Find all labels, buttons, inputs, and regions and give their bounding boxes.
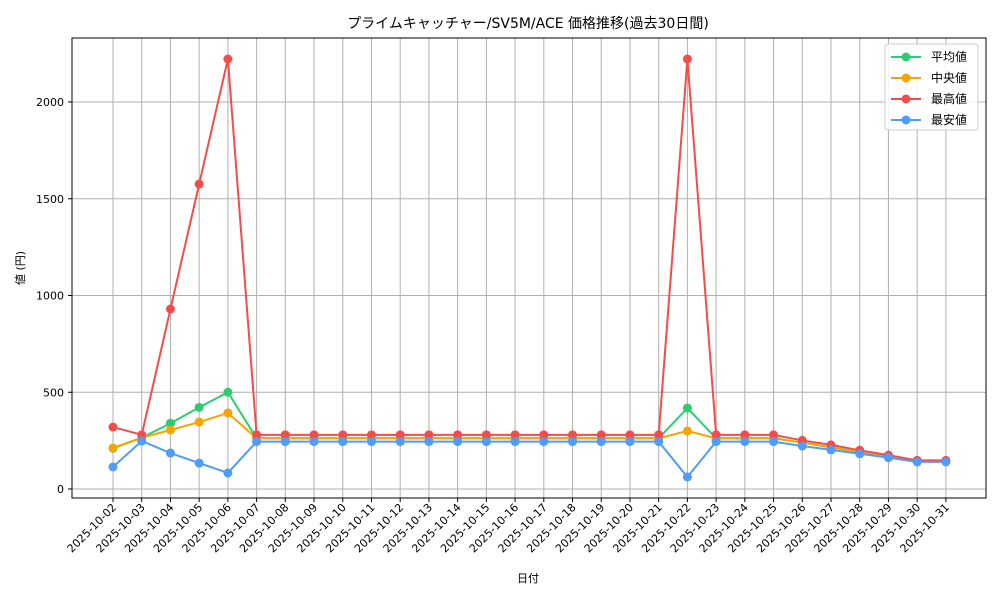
y-tick-label: 0 bbox=[57, 483, 64, 496]
data-point bbox=[510, 430, 520, 440]
data-point bbox=[366, 437, 376, 447]
data-point bbox=[711, 430, 721, 440]
data-point bbox=[252, 437, 262, 447]
data-point bbox=[280, 437, 290, 447]
data-point bbox=[740, 437, 750, 447]
data-point bbox=[252, 430, 262, 440]
y-axis-label: 値 (円) bbox=[14, 251, 27, 285]
data-point bbox=[797, 441, 807, 451]
data-point bbox=[338, 437, 348, 447]
data-point bbox=[855, 449, 865, 459]
legend-marker bbox=[901, 115, 911, 125]
series-line bbox=[112, 411, 946, 463]
data-point bbox=[137, 430, 147, 440]
data-point bbox=[453, 437, 463, 447]
x-axis-label: 日付 bbox=[517, 572, 539, 585]
chart-title: プライムキャッチャー/SV5M/ACE 価格推移(過去30日間) bbox=[347, 16, 709, 32]
data-point bbox=[625, 430, 635, 440]
data-point bbox=[682, 403, 692, 413]
series-line bbox=[112, 58, 946, 462]
data-point bbox=[625, 437, 635, 447]
data-point bbox=[740, 430, 750, 440]
data-point bbox=[194, 179, 204, 189]
data-point bbox=[194, 458, 204, 468]
series-3 bbox=[108, 436, 951, 482]
y-axis-ticks: 0 500 1000 1500 2000 bbox=[36, 96, 72, 496]
data-point bbox=[165, 418, 175, 428]
data-point bbox=[682, 54, 692, 64]
legend-label: 平均値 bbox=[931, 49, 967, 64]
series-line bbox=[112, 390, 946, 463]
data-point bbox=[165, 425, 175, 435]
data-point bbox=[769, 430, 779, 440]
series-line bbox=[112, 439, 946, 479]
legend-label: 最高値 bbox=[931, 91, 967, 106]
data-point bbox=[568, 430, 578, 440]
data-point bbox=[395, 437, 405, 447]
data-point bbox=[453, 430, 463, 440]
data-point bbox=[108, 462, 118, 472]
data-point bbox=[366, 430, 376, 440]
data-point bbox=[165, 304, 175, 314]
data-point bbox=[539, 430, 549, 440]
data-point bbox=[568, 437, 578, 447]
data-point bbox=[510, 437, 520, 447]
data-point bbox=[338, 430, 348, 440]
data-point bbox=[309, 437, 319, 447]
data-point bbox=[912, 457, 922, 467]
data-point bbox=[194, 402, 204, 412]
y-tick-label: 500 bbox=[43, 386, 64, 399]
legend-label: 中央値 bbox=[931, 70, 967, 85]
series-0 bbox=[108, 387, 951, 466]
y-tick-label: 2000 bbox=[36, 96, 64, 109]
data-point bbox=[223, 468, 233, 478]
legend-marker bbox=[901, 52, 911, 62]
data-point bbox=[223, 54, 233, 64]
legend-label: 最安値 bbox=[931, 112, 967, 127]
data-point bbox=[137, 436, 147, 446]
data-point bbox=[883, 453, 893, 463]
data-point bbox=[682, 426, 692, 436]
data-point bbox=[395, 430, 405, 440]
data-point bbox=[941, 457, 951, 467]
grid-lines bbox=[72, 38, 986, 498]
data-point bbox=[481, 437, 491, 447]
data-point bbox=[539, 437, 549, 447]
data-point bbox=[596, 437, 606, 447]
data-point bbox=[826, 445, 836, 455]
x-axis-ticks: 2025-10-022025-10-032025-10-042025-10-05… bbox=[65, 498, 952, 555]
y-tick-label: 1500 bbox=[36, 193, 64, 206]
legend-box bbox=[884, 43, 979, 131]
data-point bbox=[223, 408, 233, 418]
legend-marker bbox=[901, 94, 911, 104]
data-point bbox=[280, 430, 290, 440]
data-point bbox=[108, 443, 118, 453]
legend-marker bbox=[901, 73, 911, 83]
data-series bbox=[108, 54, 951, 482]
series-1 bbox=[108, 408, 951, 466]
data-point bbox=[309, 430, 319, 440]
data-point bbox=[481, 430, 491, 440]
data-point bbox=[424, 437, 434, 447]
data-point bbox=[654, 437, 664, 447]
data-point bbox=[108, 422, 118, 432]
data-point bbox=[424, 430, 434, 440]
data-point bbox=[769, 437, 779, 447]
data-point bbox=[194, 417, 204, 427]
data-point bbox=[165, 448, 175, 458]
data-point bbox=[711, 437, 721, 447]
data-point bbox=[596, 430, 606, 440]
plot-area-frame bbox=[71, 37, 987, 499]
data-point bbox=[223, 387, 233, 397]
y-tick-label: 1000 bbox=[36, 290, 64, 303]
data-point bbox=[654, 430, 664, 440]
data-point bbox=[682, 472, 692, 482]
